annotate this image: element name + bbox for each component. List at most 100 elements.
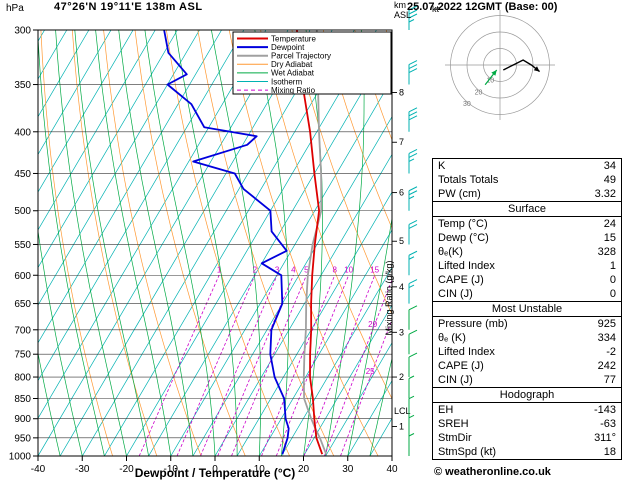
- asl-axis-label: ASL: [394, 10, 412, 20]
- row-label: CAPE (J): [438, 360, 484, 372]
- row-value: 0: [609, 288, 616, 300]
- row-value: 18: [603, 446, 616, 458]
- table-section-header: Most Unstable: [433, 302, 621, 317]
- table-row: StmSpd (kt) 18: [433, 445, 621, 459]
- table-row: CAPE (J) 0: [433, 273, 621, 287]
- legend-label: Wet Adiabat: [271, 69, 315, 78]
- hodograph-ring-label: 30: [463, 101, 471, 108]
- mixing-ratio-value: 2: [253, 265, 258, 274]
- hodograph-ring: [483, 48, 517, 82]
- row-label: StmSpd (kt): [438, 446, 497, 458]
- table-row: PW (cm) 3.32: [433, 187, 621, 201]
- row-value: 77: [603, 374, 616, 386]
- svg-text:-40: -40: [31, 464, 46, 475]
- lcl-label: LCL: [394, 406, 411, 416]
- svg-text:550: 550: [14, 240, 31, 251]
- table-section: Most Unstable Pressure (mb) 925 θₑ (K) 334 Li…: [432, 301, 622, 388]
- row-value: 15: [603, 232, 616, 244]
- svg-text:750: 750: [14, 350, 31, 361]
- row-value: -143: [593, 404, 616, 416]
- row-label: SREH: [438, 418, 469, 430]
- indices-table: K 34 Totals Totals 49 PW (cm) 3.32 Surface Temp…: [432, 158, 622, 460]
- table-row: EH -143: [433, 403, 621, 417]
- table-row: CIN (J) 77: [433, 373, 621, 387]
- table-row: θₑ(K) 328: [433, 245, 621, 259]
- temperature-line: [296, 30, 324, 455]
- table-section: Surface Temp (°C) 24 Dewp (°C) 15 θₑ(K) 328 Lif…: [432, 201, 622, 302]
- mixing-ratio-value: 8: [332, 265, 337, 274]
- svg-text:1: 1: [399, 421, 404, 431]
- svg-text:6: 6: [399, 188, 404, 198]
- row-label: CIN (J): [438, 288, 473, 300]
- wind-barb: [408, 220, 418, 245]
- table-section-header: Hodograph: [433, 388, 621, 403]
- svg-text:1000: 1000: [9, 452, 32, 463]
- svg-text:4: 4: [399, 282, 404, 292]
- pressure-unit-label: hPa: [6, 3, 24, 14]
- svg-text:2: 2: [399, 372, 404, 382]
- svg-text:350: 350: [14, 80, 31, 91]
- svg-text:400: 400: [14, 127, 31, 138]
- hodograph-ring-label: 10: [486, 78, 494, 85]
- row-value: 34: [603, 160, 616, 172]
- mixing-ratio-value: 10: [344, 265, 353, 274]
- row-label: Lifted Index: [438, 260, 495, 272]
- table-row: CAPE (J) 242: [433, 359, 621, 373]
- wind-barbs: [408, 5, 418, 456]
- table-row: Temp (°C) 24: [433, 217, 621, 231]
- row-value: 1: [609, 260, 616, 272]
- svg-text:10: 10: [254, 464, 266, 475]
- hodograph-ring: [466, 31, 534, 99]
- dewpoint-line: [163, 30, 290, 455]
- svg-text:950: 950: [14, 433, 31, 444]
- svg-text:500: 500: [14, 206, 31, 217]
- row-label: CAPE (J): [438, 274, 484, 286]
- wind-barb: [408, 395, 415, 419]
- datetime-title: 25.07.2022 12GMT (Base: 00): [407, 1, 558, 13]
- svg-text:30: 30: [342, 464, 354, 475]
- hodograph-unit-label: kt: [432, 4, 440, 14]
- wind-barb: [408, 279, 418, 304]
- mixing-ratio-labels: 1 2 3 4 5 8 10 15 20 25: [217, 265, 380, 376]
- table-section: Hodograph EH -143 SREH -63 StmDir 311° StmSpd (…: [432, 387, 622, 460]
- svg-text:-10: -10: [164, 464, 179, 475]
- mixing-ratio-value: 25: [366, 367, 375, 376]
- legend-label: Isotherm: [271, 77, 302, 86]
- row-label: K: [438, 160, 446, 172]
- mixing-ratio-axis-label: Mixing Ratio (g/kg): [384, 260, 394, 336]
- station-title: 47°26'N 19°11'E 138m ASL: [54, 1, 203, 13]
- row-value: 311°: [594, 432, 616, 444]
- wind-barb: [408, 186, 418, 211]
- legend-label: Temperature: [271, 34, 316, 43]
- svg-text:700: 700: [14, 325, 31, 336]
- row-label: Totals Totals: [438, 174, 499, 186]
- table-row: Dewp (°C) 15: [433, 231, 621, 245]
- hodograph-ring-label: 20: [475, 89, 483, 96]
- row-value: 334: [597, 332, 616, 344]
- wind-barb: [408, 433, 415, 456]
- svg-text:3: 3: [399, 327, 404, 337]
- table-row: K 34: [433, 159, 621, 173]
- svg-text:20: 20: [298, 464, 310, 475]
- table-row: CIN (J) 0: [433, 287, 621, 301]
- table-row: SREH -63: [433, 417, 621, 431]
- svg-text:900: 900: [14, 414, 31, 425]
- row-label: PW (cm): [438, 188, 481, 200]
- hodograph-ring: [450, 15, 550, 115]
- row-label: CIN (J): [438, 374, 473, 386]
- pressure-gridlines: [38, 29, 392, 457]
- svg-text:600: 600: [14, 271, 31, 282]
- svg-text:-20: -20: [119, 464, 134, 475]
- svg-text:300: 300: [14, 26, 31, 37]
- wind-barb: [408, 250, 418, 276]
- row-label: StmDir: [438, 432, 472, 444]
- svg-text:650: 650: [14, 299, 31, 310]
- svg-text:40: 40: [386, 464, 398, 475]
- svg-text:8: 8: [399, 88, 404, 98]
- km-axis-label: km: [394, 0, 406, 10]
- table-section: K 34 Totals Totals 49 PW (cm) 3.32: [432, 158, 622, 202]
- table-row: Lifted Index -2: [433, 345, 621, 359]
